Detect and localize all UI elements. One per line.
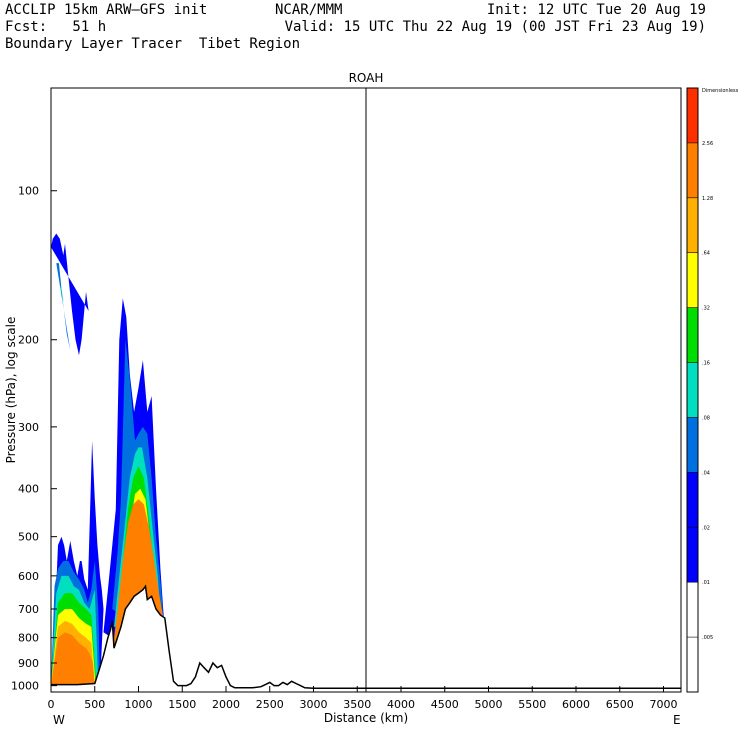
x-tick-label: 6000: [562, 698, 590, 711]
y-tick-label: 900: [18, 657, 39, 670]
tracer-plume-14: [51, 632, 95, 686]
colorbar-label: .02: [702, 525, 710, 531]
colorbar-label: .32: [702, 306, 710, 312]
tracer-plume-1: [51, 233, 89, 356]
colorbar-label: .16: [702, 361, 710, 367]
organization-label: NCAR/MMM: [275, 2, 343, 18]
y-tick-label: 500: [18, 531, 39, 544]
x-tick-label: 5000: [475, 698, 503, 711]
colorbar-swatch: [687, 142, 698, 198]
x-tick-label: 0: [48, 698, 55, 711]
colorbar-swatch: [687, 417, 698, 473]
y-tick-label: 400: [18, 483, 39, 496]
y-tick-label: 700: [18, 603, 39, 616]
valid-time: Valid: 15 UTC Thu 22 Aug 19 (00 JST Fri …: [284, 19, 706, 35]
terrain-line: [51, 584, 681, 689]
colorbar-swatch: [687, 252, 698, 308]
colorbar-frame: [686, 87, 699, 693]
tracer-plume-4: [56, 263, 71, 351]
colorbar-swatch: [687, 197, 698, 253]
x-tick-label: 1500: [168, 698, 196, 711]
y-tick-label: 100: [18, 185, 39, 198]
colorbar-swatch: [687, 637, 698, 692]
x-tick-label: 3500: [343, 698, 371, 711]
x-tick-label: 7000: [650, 698, 678, 711]
x-tick-label: 2000: [212, 698, 240, 711]
y-tick-label: 200: [18, 334, 39, 347]
colorbar: Dimensionless 2.56 1.28 .64 .32 .16 .08 .04 .02.…: [686, 87, 739, 693]
init-time: Init: 12 UTC Tue 20 Aug 19: [486, 2, 706, 18]
west-label: W: [53, 713, 65, 727]
forecast-hour: Fcst: 51 h: [5, 19, 107, 35]
colorbar-swatch: [687, 362, 698, 418]
y-tick-label: 800: [18, 632, 39, 645]
plot-frame: [50, 87, 682, 693]
tracer-fills: [51, 233, 170, 686]
colorbar-label: 2.56: [702, 141, 713, 147]
terrain-layer: [51, 584, 681, 692]
colorbar-label: Dimensionless: [702, 88, 739, 94]
colorbar-swatch: [687, 307, 698, 363]
y-tick-label: 300: [18, 421, 39, 434]
colorbar-swatch: [687, 582, 698, 638]
colorbar-swatch: [687, 472, 698, 528]
east-label: E: [673, 713, 681, 727]
tracer-plume-7: [59, 284, 67, 318]
x-tick-label: 1000: [125, 698, 153, 711]
colorbar-label: .01: [702, 580, 710, 586]
axes: 0 500 1000 1500 2000 2500 3000 3500 4000 4500 5000…: [11, 185, 678, 711]
x-tick-label: 2500: [256, 698, 284, 711]
x-tick-label: 6500: [606, 698, 634, 711]
x-tick-label: 3000: [300, 698, 328, 711]
colorbar-swatch: [687, 88, 698, 143]
colorbar-label: 1.28: [702, 196, 713, 202]
colorbar-label: .005: [702, 635, 713, 641]
terrain-mask: [51, 586, 681, 692]
y-tick-label: 600: [18, 570, 39, 583]
x-tick-label: 500: [84, 698, 105, 711]
field-description: Boundary Layer Tracer Tibet Region: [5, 36, 301, 52]
x-axis-title: Distance (km): [324, 711, 408, 725]
y-tick-label: 1000: [11, 680, 39, 693]
colorbar-swatch: [687, 527, 698, 583]
colorbar-label: .64: [702, 251, 710, 257]
x-tick-label: 4000: [387, 698, 415, 711]
colorbar-label: .04: [702, 470, 710, 476]
y-axis-title: Pressure (hPa), log scale: [4, 317, 18, 464]
model-title: ACCLIP 15km ARW–GFS init: [5, 2, 208, 18]
plot-title: ROAH: [349, 71, 384, 85]
x-tick-label: 5500: [518, 698, 546, 711]
colorbar-label: .08: [702, 415, 710, 421]
x-tick-label: 4500: [431, 698, 459, 711]
